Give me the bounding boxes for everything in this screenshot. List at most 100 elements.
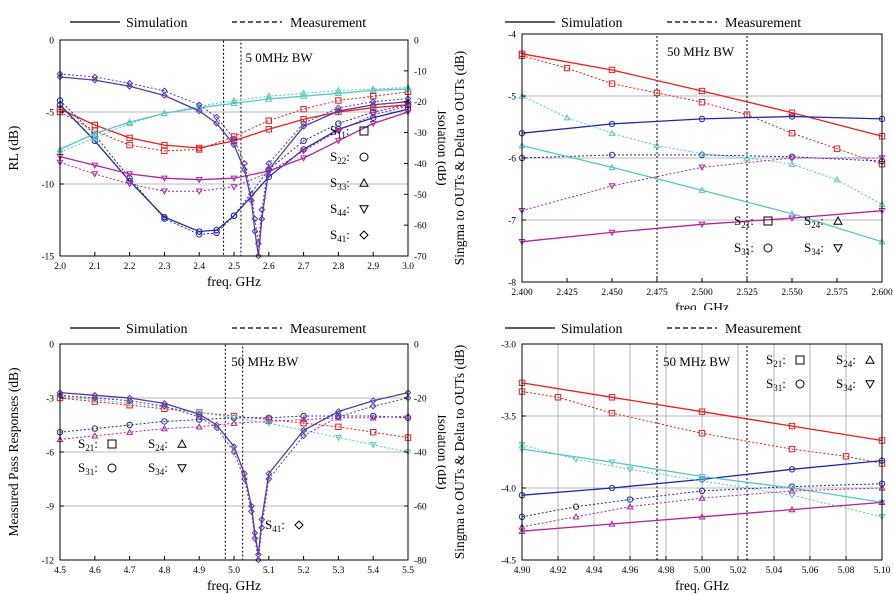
x-tick-label: 5.08 (838, 566, 855, 576)
x-tick-label: 5.04 (766, 566, 783, 576)
series-point-triangle (300, 89, 308, 96)
series-point-square (698, 430, 706, 437)
series-point-triangle (126, 118, 134, 125)
series-point-tridown (626, 466, 634, 474)
legend-marker-triangle (865, 354, 875, 364)
x-tick-label: 5.02 (730, 566, 747, 576)
series-point-circle (335, 412, 342, 420)
series-point-tridown (608, 183, 616, 190)
chart-sigma-delta-5ghz: 50 MHz BW 4.90 4.92 4.94 4.96 4.98 5.00 5.02 5.0… (452, 341, 891, 594)
series-point-diamond (126, 397, 134, 405)
series-point-tridown (788, 155, 796, 162)
bandwidth-label: 5 0MHz BW (246, 50, 314, 65)
series-point-square (842, 453, 850, 460)
series-point-square (126, 134, 133, 142)
legend-item-label: S31: (766, 376, 786, 393)
series-point-tridown (195, 177, 203, 184)
series-point-diamond (300, 119, 308, 127)
series-point-diamond (251, 215, 259, 223)
series-point-diamond (265, 475, 273, 483)
series-point-tridown (91, 171, 99, 178)
series-line-tridown-dashed (521, 157, 882, 212)
series-line-tridown-solid (521, 210, 883, 243)
legend-top-left-svg: Simulation Measurement (70, 16, 366, 31)
series-point-tridown (572, 456, 580, 463)
x-tick-label: 4.98 (658, 566, 675, 576)
series-point-triangle (195, 103, 203, 111)
x-tick-label: 2.500 (691, 288, 713, 298)
legend-item-s24: S24: (804, 213, 843, 230)
series-point-tridown (698, 164, 706, 172)
series-point-diamond (195, 107, 203, 115)
series-point-diamond (230, 135, 238, 143)
x-tick-label: 2.600 (871, 288, 893, 298)
series-point-triangle (160, 424, 168, 432)
legend-item-label: S41: (265, 517, 285, 534)
series-point-diamond (241, 166, 248, 174)
x-tick-label: 4.5 (54, 566, 66, 576)
series-point-circle (213, 229, 220, 237)
series-point-square (608, 66, 616, 74)
legend-marker-tridown (177, 464, 187, 474)
series-point-diamond (230, 141, 238, 149)
legend-item-label: S21: (734, 213, 754, 230)
series-point-square (698, 87, 706, 95)
series-point-circle (608, 120, 616, 128)
series-point-circle (126, 421, 133, 429)
series-point-diamond (300, 432, 308, 440)
series-line-square-dashed (521, 391, 883, 464)
series-line-diamond-dashed (59, 394, 409, 561)
series-point-square (554, 394, 562, 401)
series-point-circle (300, 412, 307, 420)
series-point-diamond (334, 107, 342, 115)
series-point-square (91, 398, 98, 405)
x-tick-label: 2.7 (298, 262, 310, 272)
series-point-triangle (788, 160, 796, 167)
series-point-circle (608, 151, 616, 159)
series-point-diamond (265, 160, 273, 167)
series-point-triangle (743, 154, 751, 161)
series-point-diamond (160, 87, 168, 95)
series-point-circle (335, 120, 342, 127)
series-point-tridown (788, 485, 796, 492)
series-point-triangle (195, 423, 203, 430)
y-tick-label: -3 (46, 395, 54, 405)
x-axis-title: freq. GHz (207, 274, 261, 289)
y-tick-label: -4.5 (501, 557, 516, 567)
legend-item-label: S24: (836, 352, 856, 369)
series-point-diamond (91, 73, 99, 81)
series-point-circle (161, 215, 168, 222)
legend-marker-diamond (359, 230, 369, 240)
x-axis-title: freq. GHz (675, 300, 729, 310)
x-tick-label: 2.450 (601, 288, 623, 298)
series-point-square (833, 145, 841, 152)
legend-item-label: S33: (330, 175, 350, 192)
legend-item-label: S31: (78, 460, 98, 477)
series-point-square (196, 146, 203, 153)
series-point-triangle (608, 520, 616, 527)
series-point-circle (300, 137, 307, 145)
y-axis-title: Singma to OUTs & Delta to OUTs (dB) (452, 345, 467, 559)
series-point-triangle (126, 119, 134, 127)
x-tick-label: 2.425 (556, 288, 578, 298)
series-point-square (161, 147, 168, 155)
series-point-diamond (251, 534, 259, 542)
y-axis-title: Singma to OUTs & Delta to OUTs (dB) (452, 51, 467, 265)
series-point-square (608, 409, 616, 417)
series-point-diamond (91, 76, 99, 84)
x-tick-label: 5.2 (298, 566, 310, 576)
series-point-square (563, 64, 571, 72)
x-tick-label: 2.475 (646, 288, 668, 298)
series-point-triangle (626, 502, 634, 510)
legend-top-right-svg: Simulation Measurement (505, 16, 801, 31)
series-point-circle (788, 466, 796, 473)
series-point-circle (196, 231, 203, 238)
series-point-square (126, 141, 133, 149)
legend-top-left: Simulation Measurement (70, 4, 410, 32)
series-point-diamond (213, 119, 221, 127)
legend-item-s21: S21: (78, 436, 117, 453)
bandwidth-box (223, 39, 242, 257)
series-point-tridown (195, 188, 203, 195)
series-point-circle (126, 175, 133, 182)
series-point-square (788, 422, 796, 430)
